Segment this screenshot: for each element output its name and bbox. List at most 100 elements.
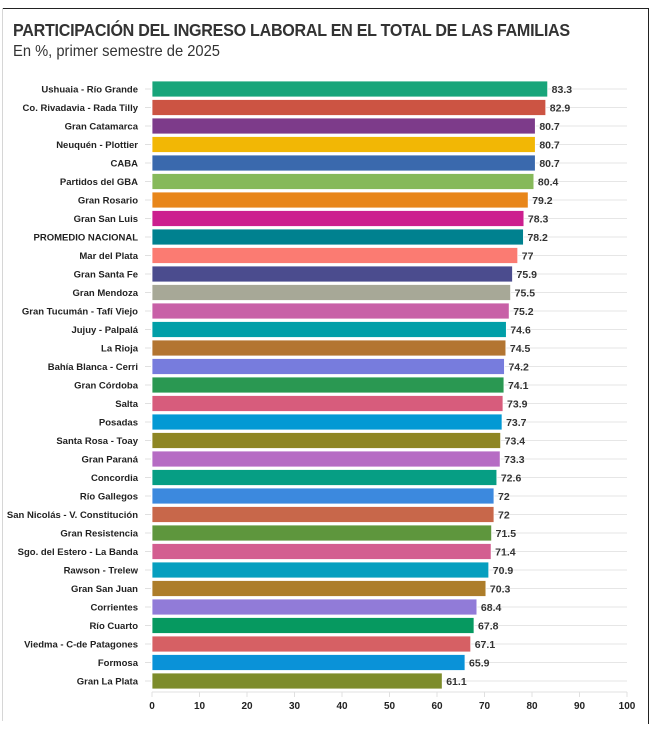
bar: [151, 376, 505, 394]
category-label: Gran San Luis: [74, 214, 138, 225]
value-label: 68.4: [481, 602, 502, 614]
value-label: 74.1: [508, 380, 529, 392]
value-label: 80.7: [539, 121, 560, 133]
x-tick-label: 80: [526, 701, 538, 712]
value-label: 75.5: [515, 288, 536, 300]
value-label: 72: [498, 491, 510, 503]
bar: [151, 80, 549, 98]
category-label: Gran Santa Fe: [74, 270, 138, 281]
x-tick-label: 20: [241, 701, 253, 712]
x-tick-label: 0: [149, 701, 155, 712]
bar: [151, 284, 512, 301]
category-label: Co. Rivadavia - Rada Tilly: [23, 103, 139, 114]
x-tick-label: 10: [194, 701, 206, 712]
category-label: Santa Rosa - Toay: [56, 436, 138, 447]
category-label: Jujuy - Palpalá: [71, 325, 138, 336]
bars: [151, 80, 549, 690]
bar: [151, 154, 536, 172]
chart-subtitle: En %, primer semestre de 2025: [13, 43, 220, 60]
bar: [151, 117, 536, 135]
category-labels: Ushuaia - Río Grande Co. Rivadavia - Rada…: [7, 85, 139, 688]
bar: [151, 191, 529, 209]
value-label: 72.6: [501, 473, 522, 485]
bar: [151, 265, 513, 283]
category-label: Salta: [115, 399, 138, 410]
value-label: 80.7: [539, 158, 560, 170]
category-label: Gran Córdoba: [74, 381, 139, 392]
category-label: Río Cuarto: [89, 621, 138, 632]
category-label: Posadas: [99, 418, 138, 429]
category-label: Bahía Blanca - Cerri: [48, 362, 138, 373]
value-label: 72: [498, 510, 510, 522]
x-axis: 0 10 20 30 40 50 60 70 80 90 100: [149, 691, 636, 712]
bar: [151, 173, 535, 190]
value-label: 67.8: [478, 621, 499, 633]
value-label: 74.6: [510, 325, 531, 337]
value-label: 70.9: [493, 565, 514, 577]
value-label: 73.4: [505, 436, 526, 448]
value-label: 78.3: [528, 214, 549, 226]
bar: [151, 321, 507, 338]
category-label: Mar del Plata: [79, 251, 138, 262]
value-label: 70.3: [490, 584, 511, 596]
bar: [151, 99, 547, 116]
category-label: Río Gallegos: [80, 492, 138, 503]
category-label: Gran Rosario: [78, 196, 138, 207]
category-label: Gran Mendoza: [73, 288, 139, 299]
bar: [151, 635, 472, 653]
value-label: 75.9: [517, 269, 538, 281]
value-label: 67.1: [475, 639, 496, 651]
category-label: Ushuaia - Río Grande: [41, 85, 138, 96]
x-tick-label: 50: [384, 701, 396, 712]
category-label: Gran La Plata: [77, 677, 139, 688]
bar: [151, 469, 498, 486]
category-label: Sgo. del Estero - La Banda: [18, 547, 139, 558]
category-label: La Rioja: [101, 344, 139, 355]
bar: [151, 543, 492, 560]
value-label: 74.2: [508, 362, 529, 374]
category-label: Formosa: [98, 658, 139, 669]
x-tick-label: 70: [479, 701, 491, 712]
category-label: Gran San Juan: [71, 584, 138, 595]
category-label: Corrientes: [90, 603, 138, 614]
category-label: Viedma - C-de Patagones: [24, 640, 138, 651]
frame-left-border: [2, 8, 3, 721]
bar: [151, 395, 504, 412]
frame-right-border: [648, 8, 649, 724]
value-label: 78.2: [527, 232, 548, 244]
bar: [151, 561, 490, 579]
x-tick-label: 30: [289, 701, 301, 712]
bar: [151, 450, 501, 468]
value-label: 77: [522, 251, 534, 263]
bar: [151, 228, 524, 246]
bar: [151, 487, 495, 505]
category-label: Concordia: [91, 473, 139, 484]
bar: [151, 524, 493, 542]
bar: [151, 654, 466, 671]
bar: [151, 598, 478, 616]
value-label: 71.4: [495, 547, 516, 559]
value-label: 65.9: [469, 658, 490, 670]
category-label: Gran Paraná: [82, 455, 139, 466]
category-label: Gran Tucumán - Tafí Viejo: [22, 307, 138, 318]
value-label: 73.3: [504, 454, 525, 466]
bar: [151, 617, 475, 634]
bar: [151, 339, 507, 357]
value-label: 80.4: [538, 177, 559, 189]
value-label: 83.3: [552, 84, 573, 96]
value-label: 61.1: [446, 676, 467, 688]
value-label: 71.5: [496, 528, 517, 540]
bar: [151, 580, 487, 597]
category-label: CABA: [111, 159, 139, 170]
bar: [151, 672, 443, 690]
value-label: 82.9: [550, 103, 571, 115]
frame-top-border: [2, 8, 649, 9]
bar: [151, 413, 503, 431]
category-label: Gran Resistencia: [60, 529, 138, 540]
x-tick-label: 100: [619, 701, 636, 712]
bar: [151, 432, 502, 449]
category-label: Neuquén - Plottier: [56, 140, 138, 151]
bar: [151, 358, 505, 375]
value-label: 73.7: [506, 417, 527, 429]
